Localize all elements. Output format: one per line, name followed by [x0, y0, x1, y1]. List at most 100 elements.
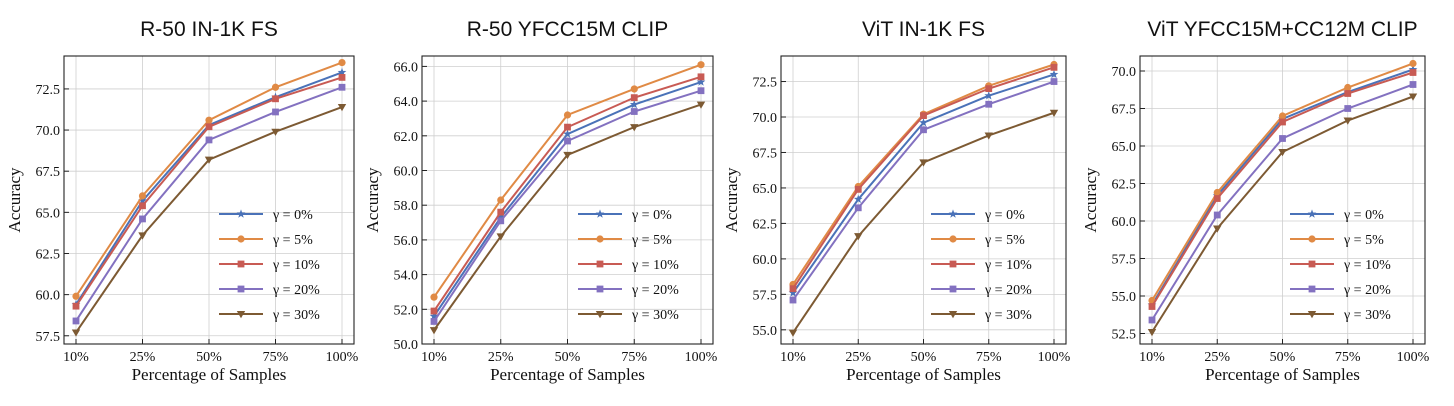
x-tick-label: 100% — [685, 350, 718, 365]
y-tick-label: 60.0 — [753, 253, 778, 268]
data-point — [854, 204, 862, 212]
data-point — [696, 77, 706, 86]
y-tick-label: 70.0 — [1112, 65, 1137, 80]
data-point — [1344, 83, 1352, 92]
legend-label: γ = 0% — [1343, 208, 1384, 223]
chart-title: R-50 IN-1K FS — [140, 18, 278, 41]
legend-swatch-marker — [948, 209, 958, 218]
legend-swatch-marker — [595, 209, 605, 218]
x-tick-label: 50% — [555, 350, 581, 365]
y-tick-label: 65.0 — [36, 206, 61, 221]
legend-swatch-marker — [949, 285, 957, 293]
data-point — [629, 99, 639, 109]
y-tick-label: 52.5 — [1112, 328, 1137, 343]
data-point — [920, 112, 927, 119]
y-tick-label: 66.0 — [394, 60, 419, 75]
data-point — [1049, 109, 1059, 117]
data-point — [497, 196, 505, 204]
data-point — [853, 194, 863, 204]
data-point — [789, 296, 797, 304]
legend-label: γ = 0% — [631, 208, 672, 223]
legend-label: γ = 20% — [631, 283, 679, 298]
data-point — [205, 123, 213, 131]
y-tick-label: 62.5 — [36, 247, 61, 262]
legend-swatch-marker — [237, 260, 245, 268]
data-point — [919, 118, 928, 127]
legend-swatch-marker — [1308, 235, 1316, 243]
data-point — [697, 87, 705, 95]
legend: γ = 0% γ = 5% γ = 10% γ = 20% γ = 30% — [1290, 208, 1391, 323]
x-axis-label: Percentage of Samples — [1205, 365, 1360, 384]
y-tick-label: 67.5 — [753, 146, 778, 161]
data-point — [1343, 117, 1352, 125]
y-tick-label: 56.0 — [394, 234, 419, 249]
chart-panel-2: R-50 YFCC15M CLIP 50.0 52.0 54.0 56.0 58.0 60.… — [363, 18, 718, 384]
data-point — [563, 151, 572, 160]
data-point — [1409, 69, 1417, 76]
data-point — [984, 91, 994, 100]
legend-label: γ = 20% — [272, 283, 320, 298]
y-tick-label: 64.0 — [394, 95, 419, 110]
data-point — [1278, 149, 1287, 157]
y-tick-label: 60.0 — [1112, 215, 1137, 230]
x-tick-label: 10% — [421, 350, 447, 365]
data-point — [1148, 316, 1156, 324]
chart-title: ViT IN-1K FS — [862, 18, 985, 41]
data-point — [1279, 135, 1286, 142]
x-tick-label: 100% — [1397, 350, 1430, 365]
legend-label: γ = 10% — [984, 258, 1032, 273]
legend-swatch-marker — [596, 235, 604, 243]
data-point — [138, 196, 147, 205]
y-tick-label: 62.0 — [394, 130, 419, 145]
y-tick-label: 65.0 — [753, 182, 778, 197]
x-tick-label: 25% — [845, 350, 871, 365]
y-tick-label: 62.5 — [1112, 178, 1137, 193]
data-point — [788, 288, 798, 297]
x-tick-label: 10% — [63, 350, 89, 365]
data-point — [139, 215, 146, 223]
legend-label: γ = 0% — [272, 208, 313, 223]
data-point — [1278, 112, 1287, 120]
x-tick-label: 75% — [621, 350, 647, 365]
data-point — [1409, 59, 1417, 68]
data-point — [1213, 195, 1221, 202]
chart-panel-3: ViT IN-1K FS 55.0 57.5 60.0 62.5 65.0 67.5 70.0… — [722, 18, 1071, 384]
x-axis-label: Percentage of Samples — [132, 365, 287, 384]
legend-label: γ = 20% — [1343, 283, 1391, 298]
legend-swatch-marker — [236, 209, 246, 218]
data-point — [788, 329, 798, 337]
data-point — [1408, 64, 1418, 74]
data-point — [429, 327, 439, 335]
x-tick-label: 100% — [326, 350, 359, 365]
y-tick-label: 67.5 — [36, 165, 61, 180]
data-point — [272, 108, 279, 116]
data-point — [71, 329, 81, 337]
series-4 — [1148, 81, 1417, 324]
data-point — [1050, 78, 1058, 85]
data-point — [205, 116, 213, 124]
legend-label: γ = 20% — [984, 283, 1032, 298]
plot-frame — [63, 55, 355, 345]
data-point — [697, 73, 705, 81]
data-point — [1213, 225, 1222, 233]
data-point — [854, 185, 862, 193]
x-tick-label: 75% — [976, 350, 1002, 365]
x-tick-label: 25% — [1204, 350, 1230, 365]
series-3 — [430, 73, 705, 315]
series-4 — [789, 78, 1058, 304]
data-point — [429, 311, 439, 320]
series-4 — [72, 83, 346, 325]
y-tick-label: 65.0 — [1112, 140, 1137, 155]
data-point — [496, 233, 505, 241]
series-2 — [1148, 59, 1417, 305]
series-5 — [1147, 93, 1418, 337]
data-point — [630, 85, 638, 93]
y-tick-label: 60.0 — [36, 289, 61, 304]
legend-swatch-marker — [948, 311, 958, 319]
series-5 — [788, 109, 1059, 337]
x-tick-label: 25% — [130, 350, 156, 365]
data-point — [271, 83, 280, 91]
legend-swatch-marker — [596, 285, 604, 293]
x-tick-label: 100% — [1038, 350, 1071, 365]
